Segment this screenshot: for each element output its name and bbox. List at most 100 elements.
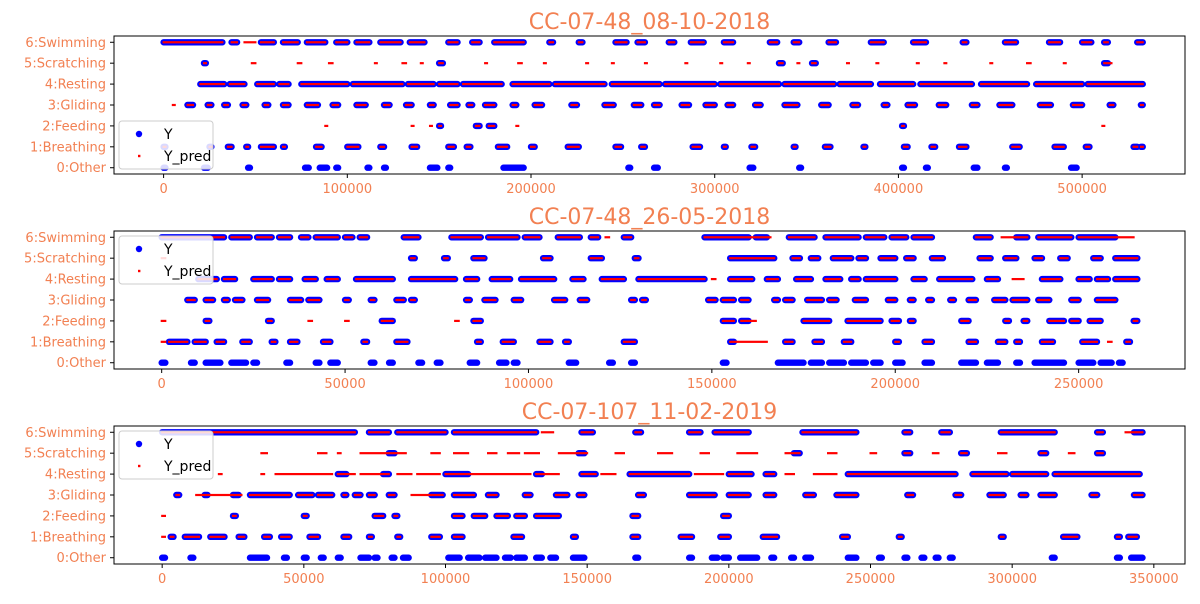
y-pred-marker bbox=[704, 103, 716, 107]
y-pred-marker bbox=[454, 319, 460, 323]
y-pred-marker bbox=[710, 277, 717, 281]
y-pred-marker bbox=[784, 298, 794, 302]
y-pred-marker bbox=[903, 431, 912, 434]
y-pred-marker bbox=[679, 535, 693, 538]
y-pred-marker bbox=[967, 340, 977, 343]
y-marker bbox=[426, 164, 441, 171]
y-pred-marker bbox=[820, 103, 830, 107]
y-pred-marker bbox=[610, 82, 661, 86]
y-tick-label: 3:Gliding bbox=[48, 489, 106, 504]
y-pred-marker bbox=[484, 62, 489, 65]
y-pred-marker bbox=[315, 145, 323, 148]
y-pred-marker bbox=[1048, 41, 1062, 44]
y-pred-marker bbox=[633, 257, 640, 260]
y-pred-marker bbox=[795, 277, 812, 281]
y-pred-marker bbox=[484, 103, 496, 107]
y-pred-marker bbox=[396, 535, 402, 538]
y-pred-marker bbox=[260, 452, 268, 455]
y-pred-marker bbox=[838, 82, 872, 86]
y-pred-marker bbox=[453, 452, 470, 455]
y-pred-marker bbox=[931, 452, 940, 455]
y-pred-marker bbox=[199, 82, 226, 86]
y-pred-marker bbox=[300, 82, 349, 86]
y-marker bbox=[605, 359, 617, 366]
y-pred-marker bbox=[355, 277, 394, 281]
legend-label: Y bbox=[163, 242, 173, 258]
y-pred-marker bbox=[410, 124, 415, 128]
y-pred-marker bbox=[203, 62, 208, 65]
y-marker bbox=[250, 359, 261, 366]
y-pred-marker bbox=[256, 298, 270, 302]
y-pred-marker bbox=[960, 452, 968, 455]
y-pred-marker bbox=[252, 277, 273, 281]
y-marker bbox=[768, 554, 778, 561]
y-pred-marker bbox=[296, 62, 303, 65]
legend-label: Y_pred bbox=[163, 264, 211, 280]
y-pred-marker bbox=[827, 452, 838, 455]
y-pred-marker bbox=[1035, 82, 1084, 86]
y-tick-label: 3:Gliding bbox=[48, 99, 106, 114]
y-pred-marker bbox=[307, 298, 321, 302]
y-marker bbox=[627, 359, 639, 366]
y-pred-marker bbox=[1038, 103, 1052, 107]
y-pred-marker bbox=[908, 319, 915, 323]
y-pred-marker bbox=[506, 452, 521, 455]
y-pred-marker bbox=[243, 41, 257, 44]
y-marker bbox=[1067, 164, 1080, 171]
y-pred-marker bbox=[791, 257, 801, 260]
x-tick-label: 50000 bbox=[283, 572, 324, 587]
y-pred-marker bbox=[577, 41, 584, 44]
y-marker bbox=[187, 359, 198, 366]
y-pred-marker bbox=[405, 103, 413, 107]
y-pred-marker bbox=[600, 277, 625, 281]
y-pred-marker bbox=[487, 236, 519, 239]
y-pred-marker bbox=[806, 298, 823, 302]
y-pred-marker bbox=[289, 340, 299, 343]
y-pred-marker bbox=[949, 298, 955, 302]
y-pred-marker bbox=[610, 62, 615, 65]
y-tick-label: 5:Scratching bbox=[24, 447, 106, 462]
y-pred-marker bbox=[824, 236, 860, 239]
y-marker bbox=[532, 554, 546, 561]
x-tick-label: 100000 bbox=[322, 182, 372, 197]
y-pred-marker bbox=[476, 340, 482, 343]
y-pred-marker bbox=[336, 472, 356, 476]
y-pred-marker bbox=[1037, 298, 1051, 302]
y-pred-marker bbox=[204, 298, 215, 302]
y-pred-marker bbox=[667, 41, 676, 44]
y-pred-marker bbox=[1116, 535, 1121, 538]
y-pred-marker bbox=[305, 103, 319, 107]
y-pred-marker bbox=[1011, 472, 1048, 476]
y-pred-marker bbox=[327, 62, 334, 65]
y-marker bbox=[495, 359, 510, 366]
y-pred-marker bbox=[729, 277, 754, 281]
y-pred-marker bbox=[161, 431, 356, 434]
y-pred-marker bbox=[1004, 257, 1018, 260]
x-tick-label: 350000 bbox=[1129, 572, 1179, 587]
x-tick-label: 500000 bbox=[1057, 182, 1107, 197]
y-marker bbox=[327, 359, 341, 366]
y-marker bbox=[317, 554, 327, 561]
y-pred-marker bbox=[1077, 236, 1135, 239]
y-pred-marker bbox=[908, 298, 915, 302]
y-pred-marker bbox=[985, 277, 999, 281]
y-pred-marker bbox=[387, 493, 396, 497]
y-pred-marker bbox=[487, 124, 496, 128]
y-pred-marker bbox=[566, 145, 580, 148]
y-pred-marker bbox=[496, 145, 509, 148]
y-pred-marker bbox=[589, 257, 603, 260]
y-pred-marker bbox=[402, 236, 420, 239]
y-pred-marker bbox=[1062, 62, 1067, 65]
y-pred-marker bbox=[721, 319, 735, 323]
y-marker bbox=[807, 359, 826, 366]
y-pred-marker bbox=[912, 277, 926, 281]
y-pred-marker bbox=[688, 431, 702, 434]
y-pred-marker bbox=[453, 493, 475, 497]
y-pred-marker bbox=[912, 236, 933, 239]
y-pred-marker bbox=[209, 535, 226, 538]
data-layer bbox=[158, 234, 1141, 366]
y-pred-marker bbox=[410, 145, 419, 148]
y-pred-marker bbox=[1081, 41, 1093, 44]
y-marker bbox=[501, 554, 514, 561]
y-pred-marker bbox=[783, 82, 836, 86]
